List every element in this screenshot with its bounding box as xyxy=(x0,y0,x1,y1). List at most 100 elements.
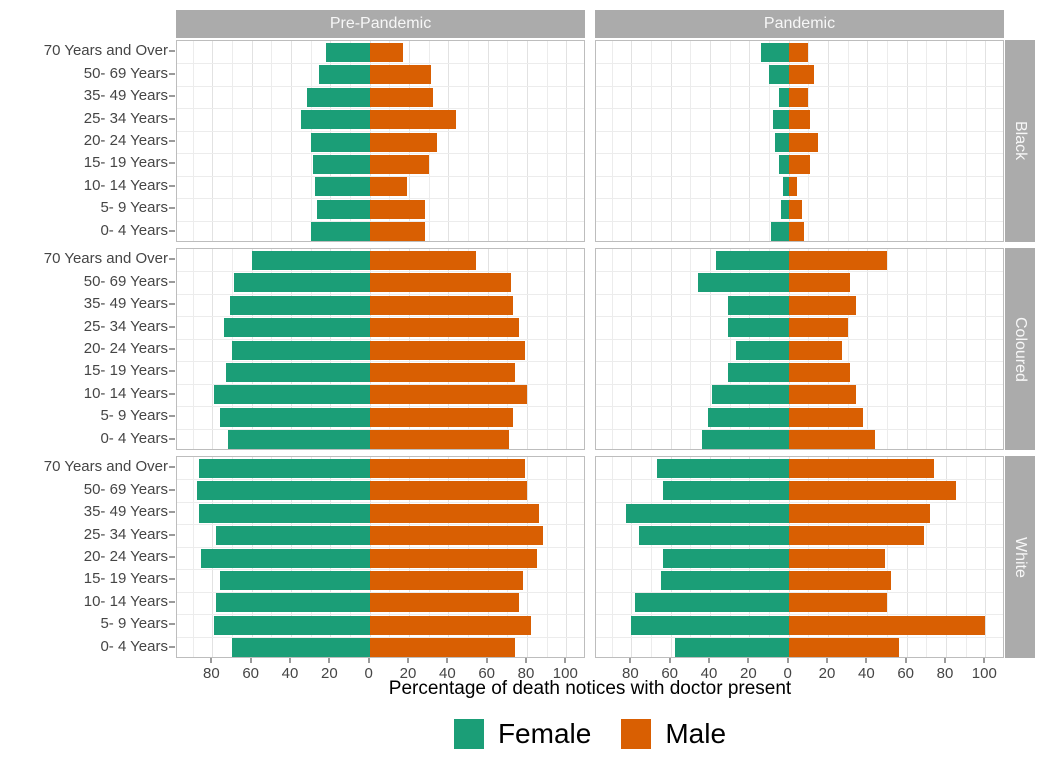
y-axis-label: 0- 4 Years xyxy=(100,637,168,655)
y-axis-tick xyxy=(169,325,175,328)
gridline-vertical xyxy=(212,249,214,449)
gridline-vertical xyxy=(546,457,548,657)
gridline-horizontal xyxy=(177,85,584,87)
y-axis-tick xyxy=(169,623,175,626)
facet-row-label-black: Black xyxy=(1012,121,1029,161)
facet-row-strip-black: Black xyxy=(1005,40,1035,242)
y-axis-tick xyxy=(169,207,175,210)
y-axis-label: 20- 24 Years xyxy=(83,132,168,149)
gridline-vertical xyxy=(946,249,947,449)
gridline-vertical xyxy=(527,249,528,449)
bar-male-25-34-years xyxy=(788,318,848,338)
x-axis-tick-label: 60 xyxy=(242,665,260,682)
bar-male-0-4-years xyxy=(788,430,876,450)
x-axis-tick xyxy=(328,658,331,663)
gridline-horizontal xyxy=(177,293,584,295)
gridline-vertical xyxy=(985,457,987,657)
bar-male-20-24-years xyxy=(788,548,886,568)
gridline-vertical xyxy=(729,41,731,241)
bar-female-10-14-years xyxy=(216,593,370,613)
gridline-horizontal xyxy=(596,546,1003,548)
bar-male-15-19-years xyxy=(369,362,516,382)
bar-female-15-19-years xyxy=(778,154,789,174)
gridline-horizontal xyxy=(177,383,584,385)
bar-female-35-49-years xyxy=(625,503,789,523)
facet-col-label-pandemic: Pandemic xyxy=(763,15,836,32)
gridline-horizontal xyxy=(596,63,1003,65)
gridline-vertical xyxy=(291,41,292,241)
bar-male-15-19-years xyxy=(369,570,524,590)
y-axis-tick xyxy=(169,511,175,514)
y-axis-label: 50- 69 Years xyxy=(83,272,168,290)
facet-row-label-coloured: Coloured xyxy=(1012,316,1029,382)
y-axis-tick xyxy=(169,280,175,283)
legend-swatch-male xyxy=(621,719,652,749)
bar-male-5-9-years xyxy=(788,615,986,635)
gridline-vertical xyxy=(867,249,869,449)
bar-male-5-9-years xyxy=(369,199,425,219)
x-axis-tick xyxy=(983,658,986,663)
facet-col-strip-pre-pandemic: Pre-Pandemic xyxy=(176,10,585,38)
x-axis-tick xyxy=(564,658,567,663)
bar-male-50-69-years xyxy=(369,273,512,293)
bar-male-50-69-years xyxy=(369,481,527,501)
gridline-vertical xyxy=(729,249,731,449)
gridline-vertical xyxy=(926,41,928,241)
gridline-horizontal xyxy=(177,130,584,132)
bar-female-0-4-years xyxy=(228,430,370,450)
bar-female-10-14-years xyxy=(314,177,370,197)
gridline-vertical xyxy=(527,41,528,241)
y-axis-label: 50- 69 Years xyxy=(83,64,168,82)
x-axis-tick-label: 80 xyxy=(936,665,954,682)
gridline-vertical xyxy=(192,41,194,241)
x-axis-tick-label: 20 xyxy=(399,665,417,682)
bar-female-50-69-years xyxy=(769,65,789,85)
gridline-vertical xyxy=(192,457,194,657)
facet-row-strip-white: White xyxy=(1005,456,1035,658)
y-axis-tick xyxy=(169,578,175,581)
gridline-horizontal xyxy=(177,636,584,638)
gridline-vertical xyxy=(546,41,548,241)
x-axis-tick-label: 80 xyxy=(203,665,220,682)
y-axis-label: 20- 24 Years xyxy=(83,340,168,357)
bar-male-35-49-years xyxy=(369,87,433,107)
y-axis-label: 10- 14 Years xyxy=(83,384,168,402)
gridline-vertical xyxy=(651,457,653,657)
gridline-horizontal xyxy=(177,406,584,408)
bar-male-50-69-years xyxy=(788,273,850,293)
x-axis-tick-label: 20 xyxy=(321,665,338,682)
gridline-vertical xyxy=(546,249,548,449)
bar-female-25-34-years xyxy=(727,318,789,338)
gridline-vertical xyxy=(769,41,770,241)
y-axis-label: 5- 9 Years xyxy=(100,407,168,425)
gridline-horizontal xyxy=(177,524,584,526)
x-axis-tick-label: 20 xyxy=(740,665,757,682)
bar-male-10-14-years xyxy=(369,177,408,197)
gridline-vertical xyxy=(867,41,869,241)
x-axis-tick xyxy=(485,658,488,663)
bar-female-25-34-years xyxy=(224,318,370,338)
bar-female-70-years-and-over xyxy=(251,250,370,270)
y-axis-label: 25- 34 Years xyxy=(83,317,168,335)
bar-male-10-14-years xyxy=(788,593,887,613)
panel-coloured-pre-pandemic xyxy=(176,248,585,450)
bar-female-25-34-years xyxy=(773,110,789,130)
y-axis-tick xyxy=(169,437,175,440)
bar-male-10-14-years xyxy=(788,177,797,197)
facet-row-label-white: White xyxy=(1012,536,1029,578)
bar-female-5-9-years xyxy=(780,199,789,219)
bar-female-0-4-years xyxy=(310,222,370,242)
bar-female-20-24-years xyxy=(774,132,789,152)
legend: Female Male xyxy=(176,718,1004,750)
gridline-horizontal xyxy=(596,338,1003,340)
x-axis-tick-label: 60 xyxy=(661,665,679,682)
gridline-vertical xyxy=(468,41,469,241)
bar-male-50-69-years xyxy=(369,65,431,85)
y-axis-label: 35- 49 Years xyxy=(83,503,168,521)
x-axis-title: Percentage of death notices with doctor … xyxy=(388,678,792,699)
bar-male-0-4-years xyxy=(369,638,516,658)
gridline-vertical xyxy=(566,249,568,449)
gridline-vertical xyxy=(690,41,692,241)
gridline-horizontal xyxy=(177,428,584,430)
bar-male-70-years-and-over xyxy=(369,250,476,270)
